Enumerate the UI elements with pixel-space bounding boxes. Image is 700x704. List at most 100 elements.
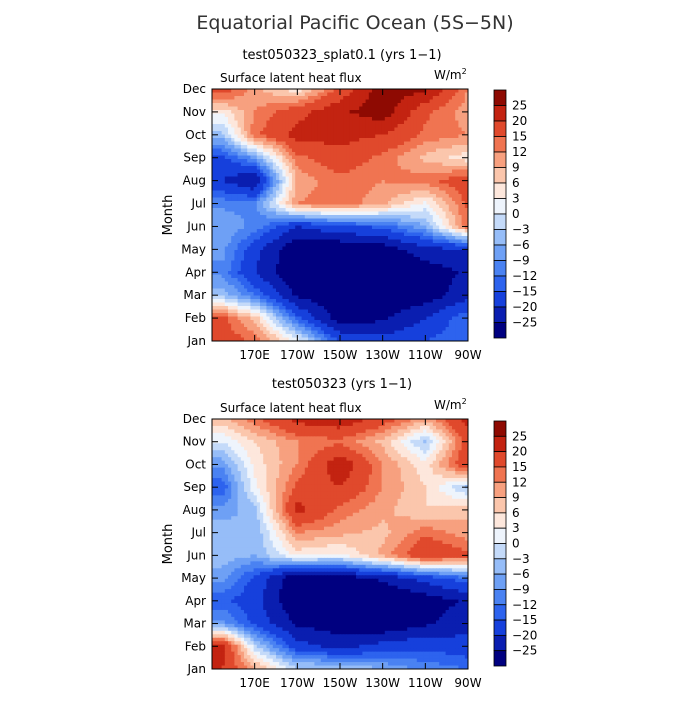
- heatmap-cell: [381, 103, 386, 108]
- heatmap-cell: [330, 131, 335, 136]
- heatmap-cell: [404, 145, 408, 150]
- heatmap-cell: [308, 281, 312, 286]
- heatmap-cell: [276, 180, 280, 185]
- heatmap-cell: [221, 131, 226, 136]
- heatmap-cell: [452, 134, 456, 139]
- heatmap-cell: [244, 187, 248, 192]
- heatmap-cell: [407, 299, 411, 304]
- heatmap-cell: [423, 166, 427, 171]
- heatmap-cell: [221, 288, 226, 293]
- heatmap-cell: [308, 267, 312, 272]
- heatmap-cell: [394, 162, 399, 167]
- heatmap-cell: [266, 187, 271, 192]
- heatmap-cell: [452, 169, 456, 174]
- heatmap-cell: [391, 106, 395, 111]
- heatmap-cell: [234, 106, 239, 111]
- heatmap-cell: [439, 232, 443, 237]
- heatmap-cell: [288, 288, 293, 293]
- heatmap-cell: [429, 92, 434, 97]
- heatmap-cell: [452, 120, 456, 125]
- heatmap-cell: [224, 180, 229, 185]
- heatmap-cell: [381, 236, 386, 241]
- heatmap-cell: [266, 267, 271, 272]
- heatmap-cell: [215, 225, 219, 230]
- heatmap-cell: [362, 187, 367, 192]
- heatmap-cell: [298, 236, 303, 241]
- heatmap-cell: [279, 215, 283, 220]
- heatmap-cell: [250, 218, 255, 223]
- heatmap-cell: [256, 176, 261, 181]
- heatmap-cell: [250, 302, 255, 307]
- heatmap-cell: [333, 110, 338, 115]
- heatmap-cell: [464, 197, 468, 202]
- heatmap-cell: [397, 281, 402, 286]
- heatmap-cell: [372, 162, 376, 167]
- heatmap-cell: [224, 166, 229, 171]
- heatmap-cell: [314, 260, 319, 265]
- heatmap-cell: [228, 152, 232, 157]
- heatmap-cell: [320, 162, 325, 167]
- heatmap-cell: [356, 229, 360, 234]
- heatmap-cell: [426, 222, 431, 227]
- heatmap-cell: [368, 253, 373, 258]
- heatmap-cell: [352, 169, 357, 174]
- heatmap-cell: [388, 89, 392, 94]
- heatmap-cell: [372, 236, 376, 241]
- heatmap-cell: [394, 103, 399, 108]
- heatmap-cell: [250, 162, 255, 167]
- heatmap-cell: [420, 299, 424, 304]
- heatmap-cell: [391, 138, 395, 143]
- heatmap-cell: [407, 145, 411, 150]
- heatmap-cell: [423, 222, 427, 227]
- heatmap-cell: [320, 292, 325, 297]
- heatmap-cell: [231, 155, 235, 160]
- heatmap-cell: [292, 89, 296, 94]
- heatmap-cell: [362, 103, 367, 108]
- heatmap-cell: [426, 278, 431, 283]
- heatmap-cell: [391, 292, 395, 297]
- heatmap-cell: [346, 117, 351, 122]
- heatmap-cell: [458, 138, 463, 143]
- heatmap-cell: [218, 99, 223, 104]
- heatmap-cell: [410, 155, 415, 160]
- heatmap-cell: [301, 253, 306, 258]
- heatmap-cell: [301, 152, 306, 157]
- heatmap-cell: [352, 141, 357, 146]
- heatmap-cell: [250, 166, 255, 171]
- heatmap-cell: [234, 103, 239, 108]
- heatmap-cell: [362, 215, 367, 220]
- heatmap-cell: [256, 183, 261, 188]
- heatmap-cell: [365, 148, 370, 153]
- heatmap-cell: [266, 292, 271, 297]
- heatmap-cell: [234, 155, 239, 160]
- heatmap-cell: [288, 120, 293, 125]
- heatmap-cell: [413, 246, 418, 251]
- heatmap-cell: [413, 148, 418, 153]
- heatmap-cell: [388, 166, 392, 171]
- heatmap-cell: [240, 225, 245, 230]
- heatmap-cell: [384, 288, 389, 293]
- heatmap-cell: [388, 92, 392, 97]
- heatmap-cell: [458, 131, 463, 136]
- heatmap-cell: [378, 267, 383, 272]
- heatmap-cell: [378, 222, 383, 227]
- heatmap-cell: [317, 166, 322, 171]
- heatmap-cell: [256, 145, 261, 150]
- heatmap-cell: [452, 274, 456, 279]
- heatmap-cell: [365, 117, 370, 122]
- heatmap-cell: [311, 218, 315, 223]
- heatmap-cell: [426, 239, 431, 244]
- heatmap-cell: [215, 288, 219, 293]
- heatmap-cell: [445, 127, 450, 132]
- heatmap-cell: [288, 106, 293, 111]
- heatmap-cell: [221, 306, 226, 311]
- heatmap-cell: [381, 106, 386, 111]
- heatmap-cell: [285, 239, 290, 244]
- heatmap-cell: [314, 180, 319, 185]
- heatmap-cell: [240, 243, 245, 248]
- heatmap-cell: [375, 225, 379, 230]
- heatmap-cell: [247, 120, 251, 125]
- heatmap-cell: [343, 106, 347, 111]
- heatmap-cell: [349, 89, 354, 94]
- heatmap-cell: [279, 278, 283, 283]
